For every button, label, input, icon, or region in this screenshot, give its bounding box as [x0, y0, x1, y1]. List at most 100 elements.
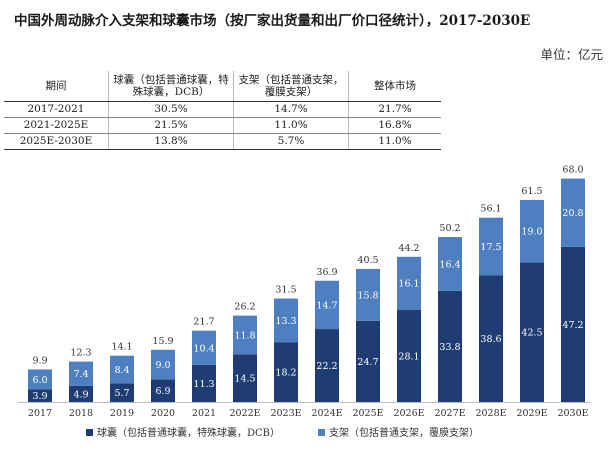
data-label-stent: 10.4: [193, 343, 214, 354]
x-tick-label: 2025E: [352, 408, 383, 419]
cagr-header-stent: 支架（包括普通支架，覆膜支架）: [233, 71, 349, 102]
table-cell: 2017-2021: [4, 101, 109, 118]
bar-stent: [192, 330, 216, 365]
x-tick-label: 2027E: [434, 408, 465, 419]
bar-balloon: [151, 379, 175, 402]
data-label-stent: 17.5: [480, 242, 501, 253]
bar-stent: [69, 361, 93, 386]
cagr-header-total: 整体市场: [348, 71, 441, 102]
stacked-bar-chart: 3.9 6.0 9.9 2017 4.9 7.4 12.3 2018 5.7 8.4 14.1 201…: [18, 165, 590, 439]
cagr-table: 期间 球囊（包括普通球囊，特殊球囊，DCB） 支架（包括普通支架，覆膜支架） 整…: [4, 71, 441, 150]
bar-stent: [28, 369, 52, 390]
legend-swatch-stent: [318, 429, 325, 436]
data-label-stent: 19.0: [521, 227, 542, 238]
bar-stent: [233, 315, 257, 355]
bar-balloon: [192, 364, 216, 402]
bar-balloon: [356, 320, 380, 402]
table-cell: 11.0%: [348, 133, 441, 150]
unit-label: 单位：亿元: [540, 47, 603, 62]
data-label-stent: 16.4: [439, 260, 460, 271]
bar-stent: [274, 298, 298, 343]
table-row: 2017-2021 30.5% 14.7% 21.7%: [4, 101, 441, 118]
data-label-total: 31.5: [275, 285, 296, 296]
legend-label-balloon: 球囊（包括普通球囊，特殊球囊，DCB）: [97, 426, 280, 439]
data-label-balloon: 18.2: [275, 368, 296, 379]
data-label-balloon: 22.2: [316, 361, 337, 372]
data-label-total: 15.9: [152, 336, 173, 347]
table-cell: 30.5%: [108, 101, 234, 118]
table-cell: 5.7%: [233, 133, 349, 150]
table-cell: 11.0%: [233, 117, 349, 134]
data-label-stent: 14.7: [316, 300, 337, 311]
bar-balloon: [315, 329, 339, 402]
data-label-total: 21.7: [193, 317, 214, 328]
x-tick-label: 2018: [69, 408, 93, 419]
data-label-balloon: 38.6: [480, 334, 501, 345]
bar-stent: [315, 280, 339, 330]
x-tick-label: 2026E: [393, 408, 424, 419]
cagr-table-header-row: 期间 球囊（包括普通球囊，特殊球囊，DCB） 支架（包括普通支架，覆膜支架） 整…: [4, 71, 441, 102]
bar-balloon: [110, 383, 134, 402]
cagr-header-balloon: 球囊（包括普通球囊，特殊球囊，DCB）: [108, 71, 234, 102]
data-label-stent: 7.4: [73, 369, 88, 380]
table-cell: 13.8%: [108, 133, 234, 150]
table-cell: 21.5%: [108, 117, 234, 134]
bar-stent: [356, 268, 380, 321]
data-label-total: 36.9: [316, 267, 337, 278]
data-label-stent: 9.0: [155, 360, 170, 371]
table-row: 2025E-2030E 13.8% 5.7% 11.0%: [4, 133, 441, 150]
x-tick-label: 2024E: [311, 408, 342, 419]
data-label-stent: 20.8: [562, 208, 583, 219]
page-title: 中国外周动脉介入支架和球囊市场（按厂家出货量和出厂价口径统计），2017-203…: [14, 13, 531, 29]
bar-stent: [151, 349, 175, 380]
data-label-balloon: 5.7: [114, 388, 129, 399]
bar-balloon: [561, 246, 585, 402]
x-tick-label: 2028E: [475, 408, 506, 419]
data-label-balloon: 3.9: [32, 391, 47, 402]
bar-balloon: [397, 309, 421, 402]
bar-balloon: [28, 389, 52, 402]
data-label-balloon: 4.9: [73, 389, 88, 400]
x-tick-label: 2021: [192, 408, 216, 419]
data-label-balloon: 24.7: [357, 357, 378, 368]
x-tick-label: 2022E: [229, 408, 260, 419]
data-label-balloon: 42.5: [521, 328, 542, 339]
bar-stent: [561, 178, 585, 247]
x-tick-label: 2017: [28, 408, 52, 419]
table-cell: 2021-2025E: [4, 117, 109, 134]
bar-stent: [520, 199, 544, 263]
data-label-stent: 8.4: [114, 365, 129, 376]
data-label-balloon: 6.9: [155, 386, 170, 397]
bar-balloon: [274, 342, 298, 402]
x-tick-label: 2020: [151, 408, 175, 419]
bar-stent: [110, 355, 134, 384]
bar-balloon: [438, 290, 462, 402]
data-label-balloon: 11.3: [193, 379, 214, 390]
data-label-balloon: 28.1: [398, 351, 419, 362]
bar-balloon: [233, 354, 257, 402]
x-tick-label: 2029E: [516, 408, 547, 419]
table-cell: 16.8%: [348, 117, 441, 134]
legend-label-stent: 支架（包括普通支架，覆膜支架）: [329, 426, 479, 439]
data-label-balloon: 14.5: [234, 374, 255, 385]
data-label-total: 44.2: [398, 243, 419, 254]
data-label-stent: 15.8: [357, 290, 378, 301]
bar-balloon: [69, 385, 93, 402]
data-label-total: 61.5: [521, 186, 542, 197]
data-label-total: 12.3: [70, 348, 91, 359]
bar-balloon: [479, 275, 503, 402]
data-label-balloon: 33.8: [439, 342, 460, 353]
data-label-total: 9.9: [32, 355, 47, 366]
data-label-total: 40.5: [357, 255, 378, 266]
data-label-stent: 13.3: [275, 316, 296, 327]
table-cell: 2025E-2030E: [4, 133, 109, 150]
cagr-header-period: 期间: [4, 71, 109, 102]
x-tick-label: 2023E: [270, 408, 301, 419]
bar-stent: [397, 256, 421, 310]
data-label-total: 26.2: [234, 302, 255, 313]
x-tick-label: 2030E: [557, 408, 588, 419]
x-tick-label: 2019: [110, 408, 134, 419]
data-label-stent: 6.0: [32, 375, 47, 386]
table-cell: 21.7%: [348, 101, 441, 118]
data-label-balloon: 47.2: [562, 320, 583, 331]
